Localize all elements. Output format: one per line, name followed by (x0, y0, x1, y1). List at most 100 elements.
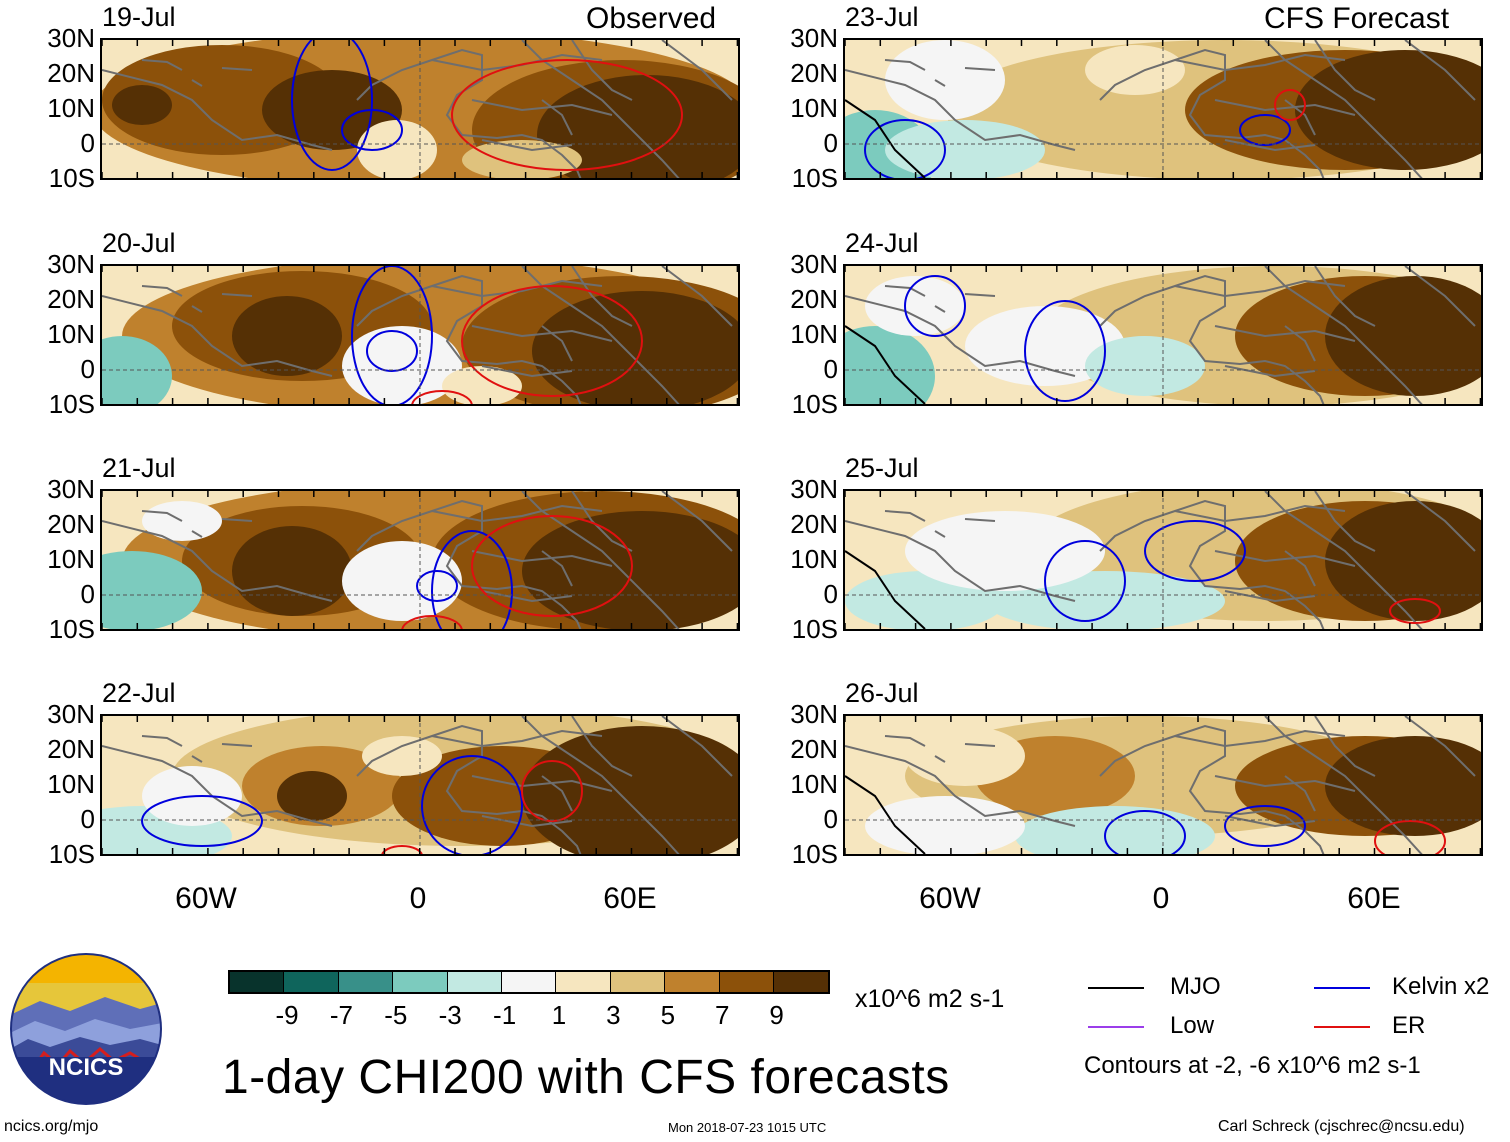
coastline (102, 295, 333, 377)
colorbar-segment (447, 972, 502, 992)
coastline (1284, 266, 1376, 362)
chi200-anomaly-region (865, 796, 1025, 854)
credit: Carl Schreck (cjschrec@ncsu.edu) (1218, 1118, 1465, 1135)
legend-low-label: Low (1170, 1012, 1215, 1039)
colorbar-tick-label: 3 (606, 1000, 621, 1030)
coastline (431, 504, 613, 603)
colorbar-tick-label: 7 (714, 1000, 730, 1030)
colorbar-segment (230, 972, 285, 992)
legend-contour-note: Contours at -2, -6 x10^6 m2 s-1 (1084, 1052, 1421, 1079)
lon-label-60w-left: 60W (175, 882, 237, 915)
lat-label: 20N (47, 58, 95, 88)
lat-label: 10N (790, 544, 838, 574)
colorbar-segment (556, 972, 611, 992)
lat-label: 20N (790, 58, 838, 88)
legend-mjo-line (1088, 987, 1144, 989)
lat-label: 10N (790, 93, 838, 123)
colorbar-segment (393, 972, 448, 992)
lat-label: 10S (48, 614, 95, 644)
mjo-contour (845, 775, 926, 854)
coastline (521, 40, 680, 178)
coastline (521, 266, 680, 404)
panel-date-25-Jul: 25-Jul (845, 453, 919, 483)
chi200-anomaly-region (845, 326, 935, 404)
kelvin-contour (291, 40, 373, 171)
chi200-anomaly-region (342, 541, 462, 621)
legend-kelvin-line (1314, 987, 1370, 989)
kelvin-contour (1144, 520, 1246, 582)
lon-label-0-left: 0 (409, 882, 427, 915)
lat-label: 30N (47, 699, 95, 729)
colorbar (228, 970, 831, 994)
lat-label: 20N (47, 284, 95, 314)
map-panel-25-Jul (843, 489, 1483, 631)
lat-label: 10N (790, 319, 838, 349)
ncics-logo: NCICS (10, 953, 162, 1105)
chi200-anomaly-region (885, 40, 1005, 120)
lon-label-0-right: 0 (1152, 882, 1170, 915)
er-contour (1374, 820, 1446, 854)
coastline (431, 279, 613, 378)
legend-kelvin-label: Kelvin x2 (1392, 973, 1490, 1000)
chi200-anomaly-region (112, 85, 172, 125)
lat-label: 10S (48, 163, 95, 193)
legend-er-label: ER (1392, 1012, 1426, 1039)
coastline (1404, 491, 1476, 552)
map-panel-22-Jul (100, 714, 740, 856)
lat-label: 30N (47, 23, 95, 53)
coastline (141, 59, 253, 87)
chi200-anomaly-region (1325, 276, 1481, 396)
er-contour (411, 390, 473, 404)
lon-label-60e-left: 60E (603, 882, 657, 915)
lat-label: 20N (790, 509, 838, 539)
coastline (1174, 279, 1356, 378)
kelvin-contour (864, 119, 946, 178)
colorbar-tick-label: -9 (275, 1000, 299, 1030)
colorbar-tick-label: -7 (329, 1000, 353, 1030)
lat-label: 10N (47, 544, 95, 574)
mjo-contour (845, 550, 926, 629)
er-contour (381, 845, 423, 854)
lat-label: 30N (790, 249, 838, 279)
lat-label: 10N (47, 769, 95, 799)
kelvin-contour (351, 266, 433, 404)
chi200-anomaly-region (102, 336, 172, 404)
lat-label: 10N (47, 319, 95, 349)
er-contour (1389, 598, 1441, 624)
coastline (1284, 40, 1376, 136)
coastline (141, 735, 253, 763)
kelvin-contour (416, 570, 458, 602)
colorbar-tick-label: -1 (493, 1000, 517, 1030)
lat-label: 0 (823, 128, 838, 158)
chi200-anomaly-region (277, 771, 347, 821)
coastline (845, 69, 1076, 151)
chi200-anomaly-region (885, 120, 1045, 178)
coastline (102, 745, 333, 827)
lat-label: 10S (791, 614, 838, 644)
chi200-anomaly-region (537, 75, 738, 178)
chi200-anomaly-region (1085, 336, 1205, 396)
colorbar-segment (610, 972, 666, 992)
coastline (1404, 266, 1476, 327)
coastline (102, 69, 333, 151)
lat-label: 30N (790, 474, 838, 504)
kelvin-contour (1044, 540, 1126, 622)
chi200-anomaly-region (1295, 50, 1481, 170)
kelvin-contour (421, 755, 523, 854)
coastline (1174, 53, 1356, 152)
coastline (541, 266, 633, 362)
coastline (884, 735, 996, 763)
kelvin-contour (366, 330, 418, 372)
chi200-anomaly-region (865, 276, 965, 336)
kelvin-contour (431, 530, 513, 629)
map-panel-24-Jul (843, 264, 1483, 406)
lat-label: 30N (47, 474, 95, 504)
kelvin-contour (141, 795, 263, 847)
lat-label: 10N (790, 769, 838, 799)
coastline (541, 491, 633, 587)
website-link[interactable]: ncics.org/mjo (4, 1118, 99, 1135)
coastline (141, 285, 253, 313)
lat-label: 0 (823, 354, 838, 384)
lat-label: 10N (47, 93, 95, 123)
lat-label: 10S (791, 389, 838, 419)
